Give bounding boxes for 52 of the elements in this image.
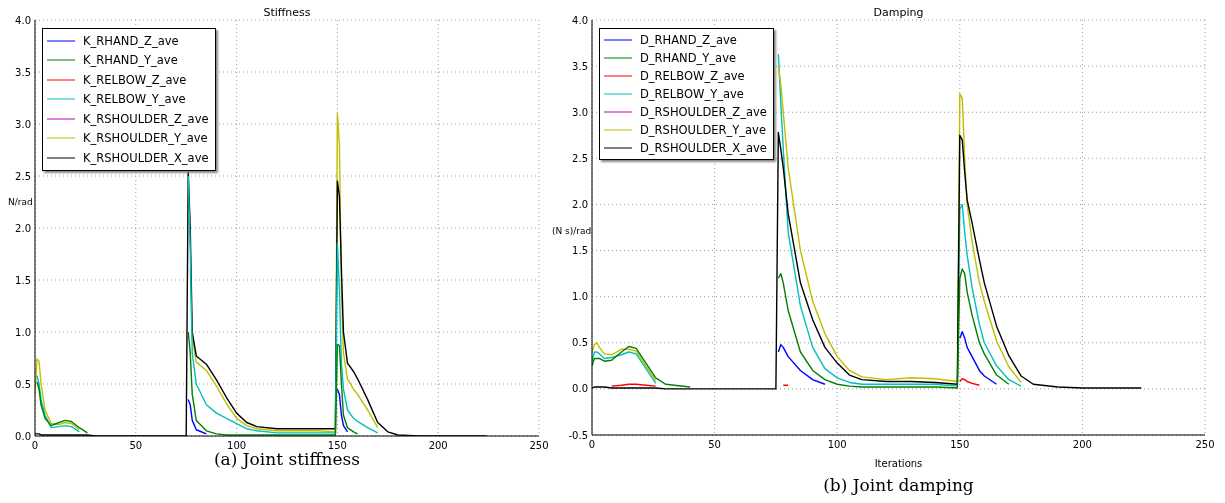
legend-label: D_RHAND_Y_ave [640,51,737,65]
y-tick-label: 4.0 [15,14,31,26]
x-tick-label: 100 [227,440,247,452]
x-tick-label: 200 [1072,439,1092,451]
legend-label: K_RELBOW_Y_ave [83,92,186,107]
y-tick-label: 0.0 [572,383,588,395]
x-tick-label: 250 [1195,439,1215,451]
x-tick-label: 150 [327,440,347,452]
legend-label: D_RHAND_Z_ave [640,33,737,47]
y-axis-title: N/rad [8,197,33,207]
legend-label: D_RSHOULDER_Z_ave [640,105,767,119]
legend-label: D_RSHOULDER_Y_ave [640,123,766,137]
y-tick-label: 0.0 [15,430,31,442]
x-tick-label: 150 [950,439,970,451]
y-tick-label: 0.5 [15,378,31,390]
legend-label: D_RELBOW_Z_ave [640,69,745,83]
y-tick-label: 0.5 [572,337,588,349]
y-tick-label: 1.5 [572,245,588,257]
y-tick-label: 3.0 [15,118,31,130]
y-tick-label: 1.5 [15,274,31,286]
y-tick-label: 3.5 [15,66,31,78]
y-tick-label: 2.0 [572,198,588,210]
y-tick-label: 4.0 [572,14,588,26]
legend-label: K_RSHOULDER_Z_ave [83,111,209,126]
x-axis-title: Iterations [874,458,923,469]
text: (a) Joint stiffness [213,449,360,469]
x-tick-label: 100 [827,439,847,451]
legend-label: K_RHAND_Y_ave [83,53,178,68]
legend-label: D_RSHOULDER_X_ave [640,141,767,155]
legend-label: K_RSHOULDER_X_ave [83,150,209,165]
chart-title: Damping [872,6,925,19]
y-tick-label: 3.0 [572,106,588,118]
y-tick-label: 3.5 [572,60,588,72]
y-tick-label: 1.0 [572,291,588,303]
x-tick-label: 0 [588,439,596,451]
legend-label: K_RSHOULDER_Y_ave [83,131,208,146]
x-tick-label: 0 [31,440,39,452]
x-tick-label: 200 [428,440,448,452]
y-tick-label: 2.0 [15,222,31,234]
y-tick-label: -0.5 [568,429,588,441]
y-tick-label: 1.0 [15,326,31,338]
legend-label: K_RHAND_Z_ave [83,33,179,48]
y-tick-label: 2.5 [572,152,588,164]
legend-label: K_RELBOW_Z_ave [83,72,187,87]
chart-title: Stiffness [262,6,312,19]
x-tick-label: 50 [129,440,143,452]
y-tick-label: 2.5 [15,170,31,182]
x-tick-label: 250 [529,440,549,452]
x-tick-label: 50 [708,439,721,451]
text: (b) Joint damping [822,474,975,496]
y-axis-title: (N s)/rad [552,226,592,236]
legend-label: D_RELBOW_Y_ave [640,87,744,101]
